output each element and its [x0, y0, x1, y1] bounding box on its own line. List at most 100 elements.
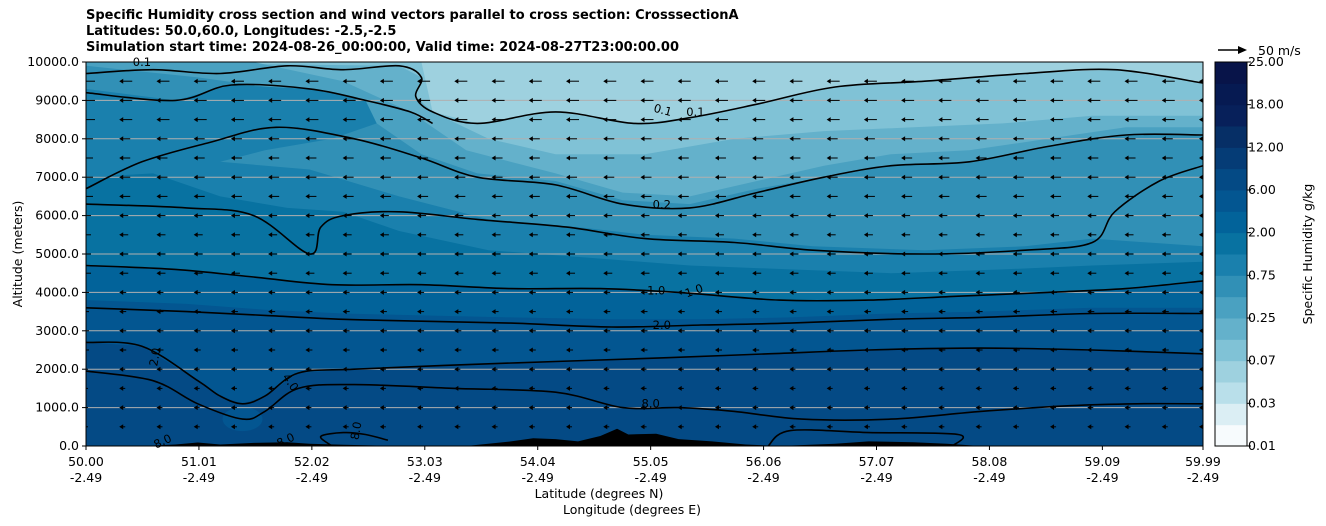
wind-vector-head [603, 193, 608, 199]
wind-vector-head [714, 328, 719, 334]
wind-vector-head [156, 309, 161, 315]
wind-vector-head [1124, 270, 1129, 276]
wind-vector-head [82, 232, 86, 237]
wind-vector-head [789, 97, 794, 103]
wind-vector-head [119, 97, 124, 103]
wind-vector-head [528, 213, 533, 219]
wind-vector-head [863, 366, 868, 372]
wind-vector-head [342, 117, 347, 123]
wind-vector-head [1087, 136, 1092, 142]
wind-vectors [82, 78, 1203, 430]
wind-vector-head [789, 155, 794, 161]
wind-vector-head [1087, 289, 1092, 295]
wind-vector-head [342, 251, 347, 257]
wind-vector-head [938, 232, 943, 238]
wind-vector-head [1199, 136, 1203, 142]
wind-vector-head [752, 232, 757, 238]
wind-vector-head [1199, 155, 1203, 161]
wind-vector-head [901, 347, 906, 353]
wind-vector-head [789, 366, 794, 372]
wind-vector-head [82, 79, 86, 84]
wind-vector-head [305, 405, 310, 411]
wind-vector-head [268, 213, 273, 219]
wind-vector-head [82, 309, 86, 314]
wind-vector-head [119, 424, 124, 430]
wind-vector-head [975, 270, 980, 276]
colorbar-tick-label: 2.00 [1248, 225, 1276, 240]
wind-vector-head [640, 232, 645, 238]
colorbar-tick-label: 25.00 [1248, 54, 1284, 69]
wind-vector-head [863, 289, 868, 295]
wind-vector-head [1124, 232, 1129, 238]
wind-vector-head [1012, 309, 1017, 315]
wind-vector-head [677, 232, 682, 238]
wind-vector-head [640, 251, 645, 257]
wind-vector-head [975, 97, 980, 103]
wind-vector-head [826, 347, 831, 353]
wind-vector-head [1012, 117, 1017, 123]
x-tick-label-lat: 55.05 [633, 454, 669, 469]
wind-vector-head [1050, 136, 1055, 142]
colorbar-segment [1215, 211, 1247, 234]
wind-vector-head [454, 232, 459, 238]
wind-vector-head [752, 385, 757, 391]
wind-vector-head [566, 193, 571, 199]
x-tick-label-lat: 57.07 [859, 454, 895, 469]
wind-vector-head [603, 328, 608, 334]
wind-vector-head [305, 289, 310, 295]
wind-vector-head [1087, 366, 1092, 372]
wind-vector-head [677, 328, 682, 334]
colorbar-segment [1215, 296, 1247, 319]
wind-vector-head [901, 78, 906, 84]
wind-vector-head [901, 270, 906, 276]
wind-vector-head [305, 385, 310, 391]
wind-vector-head [454, 155, 459, 161]
wind-vector-head [1050, 193, 1055, 199]
wind-vector-head [268, 136, 273, 142]
wind-vector-head [82, 117, 86, 122]
wind-vector-head [1124, 366, 1129, 372]
wind-vector-head [305, 309, 310, 315]
wind-vector-head [1161, 213, 1166, 219]
wind-vector-head [156, 328, 161, 334]
wind-vector-head [826, 117, 831, 123]
contour-label: 0.1 [652, 101, 673, 119]
wind-vector-head [156, 193, 161, 199]
wind-vector-head [938, 347, 943, 353]
wind-vector-head [379, 136, 384, 142]
colorbar-tick-label: 12.00 [1248, 139, 1284, 154]
colorbar-segment [1215, 254, 1247, 276]
wind-vector-head [1199, 213, 1203, 219]
wind-vector-head [379, 385, 384, 391]
wind-vector-head [528, 174, 533, 180]
colorbar-tick-label: 18.00 [1248, 97, 1284, 112]
wind-vector-head [938, 78, 943, 84]
y-tick-label: 1000.0 [35, 400, 79, 415]
wind-vector-head [156, 136, 161, 142]
wind-vector-head [417, 251, 422, 257]
wind-vector-head [342, 136, 347, 142]
wind-vector-head [938, 174, 943, 180]
wind-vector-head [603, 405, 608, 411]
colorbar-segment [1215, 360, 1247, 383]
contour-line-0.2 [86, 126, 1203, 210]
wind-vector-head [863, 270, 868, 276]
wind-vector-head [193, 117, 198, 123]
wind-vector-head [752, 155, 757, 161]
wind-vector-head [454, 405, 459, 411]
wind-vector-head [193, 193, 198, 199]
wind-vector-head [82, 424, 86, 429]
wind-vector-head [379, 155, 384, 161]
wind-vector-head [1050, 366, 1055, 372]
wind-vector-head [677, 213, 682, 219]
wind-vector-head [677, 309, 682, 315]
wind-vector-head [603, 366, 608, 372]
wind-vector-head [305, 347, 310, 353]
wind-vector-head [1087, 97, 1092, 103]
wind-vector-head [826, 328, 831, 334]
wind-vector-head [491, 289, 496, 295]
wind-vector-head [640, 193, 645, 199]
wind-vector-head [752, 251, 757, 257]
wind-vector-head [863, 136, 868, 142]
wind-vector-head [826, 232, 831, 238]
